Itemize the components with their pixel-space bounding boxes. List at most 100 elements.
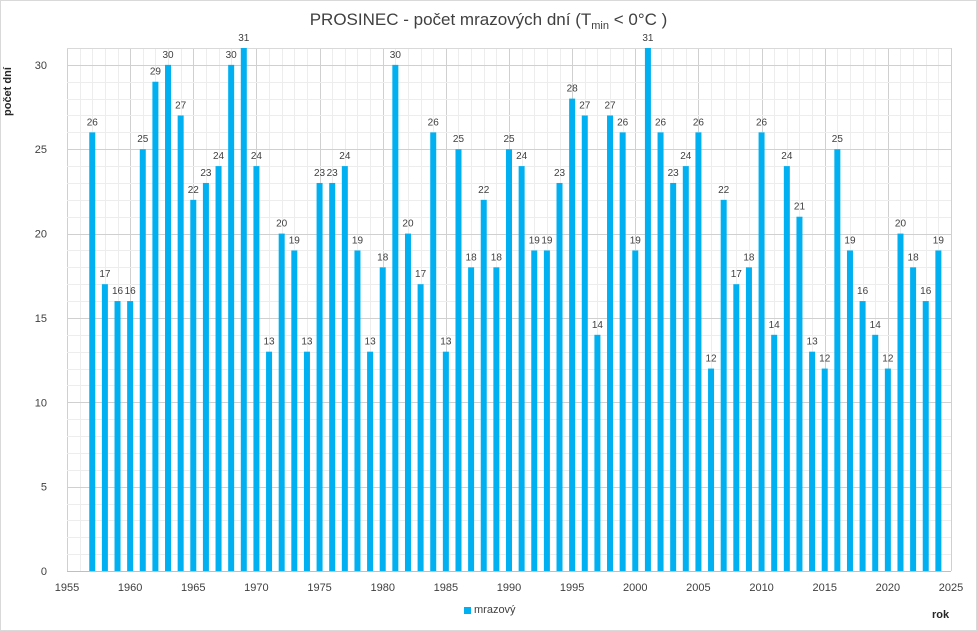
bar xyxy=(581,115,588,571)
bar xyxy=(139,149,146,571)
data-label: 26 xyxy=(87,117,99,128)
x-tick-label: 1975 xyxy=(307,582,331,594)
data-label: 24 xyxy=(516,151,528,162)
legend-swatch xyxy=(464,606,471,614)
x-tick-label: 2000 xyxy=(623,582,647,594)
data-label: 23 xyxy=(554,168,566,179)
y-tick-label: 0 xyxy=(41,566,47,578)
bar xyxy=(922,301,929,571)
data-label: 29 xyxy=(150,67,162,78)
bar xyxy=(354,250,361,572)
bar xyxy=(114,301,121,571)
y-tick-label: 30 xyxy=(35,60,47,72)
data-label: 24 xyxy=(339,151,351,162)
bar xyxy=(266,351,273,571)
x-tick-label: 2005 xyxy=(686,582,710,594)
data-label: 14 xyxy=(592,320,604,331)
data-label: 12 xyxy=(819,354,831,365)
data-label: 25 xyxy=(503,134,515,145)
data-label: 24 xyxy=(781,151,793,162)
bar xyxy=(316,182,323,571)
y-tick-label: 15 xyxy=(35,313,47,325)
data-label: 23 xyxy=(314,168,326,179)
data-label: 13 xyxy=(365,337,377,348)
bar xyxy=(341,166,348,571)
data-label: 27 xyxy=(579,100,591,111)
data-label: 16 xyxy=(125,286,137,297)
bar xyxy=(468,267,475,571)
bar xyxy=(733,284,740,571)
bar xyxy=(215,166,222,571)
data-label: 24 xyxy=(680,151,692,162)
data-label: 26 xyxy=(655,117,667,128)
bar xyxy=(455,149,462,571)
data-label: 27 xyxy=(175,100,187,111)
data-label: 26 xyxy=(756,117,768,128)
data-label: 19 xyxy=(844,235,856,246)
x-tick-label: 1980 xyxy=(370,582,394,594)
bar xyxy=(783,166,790,571)
bar xyxy=(506,149,512,571)
bar xyxy=(884,368,891,571)
bar xyxy=(89,132,96,571)
bar xyxy=(720,199,727,571)
data-label: 23 xyxy=(200,168,212,179)
bar xyxy=(632,250,639,572)
bar xyxy=(101,284,108,571)
data-label: 30 xyxy=(226,50,238,61)
legend-label: mrazový xyxy=(474,604,516,616)
bar xyxy=(430,132,437,571)
bar xyxy=(682,166,689,571)
bar xyxy=(821,368,828,571)
data-label: 30 xyxy=(390,50,402,61)
data-label: 19 xyxy=(352,235,364,246)
data-label: 26 xyxy=(693,117,705,128)
data-label: 27 xyxy=(604,100,616,111)
data-label: 22 xyxy=(188,185,200,196)
y-tick-label: 10 xyxy=(35,397,47,409)
data-label: 18 xyxy=(466,252,478,263)
x-tick-label: 1985 xyxy=(434,582,458,594)
data-label: 17 xyxy=(415,269,427,280)
bar xyxy=(152,81,159,571)
bar xyxy=(442,351,449,571)
data-label: 13 xyxy=(807,337,819,348)
data-label: 16 xyxy=(857,286,869,297)
bar xyxy=(657,132,664,571)
bar xyxy=(935,250,942,572)
data-label: 23 xyxy=(327,168,339,179)
data-label: 19 xyxy=(933,235,945,246)
x-tick-label: 2010 xyxy=(749,582,773,594)
x-tick-label: 1965 xyxy=(181,582,205,594)
bar xyxy=(127,301,134,571)
x-tick-label: 2025 xyxy=(939,582,963,594)
data-label: 13 xyxy=(263,337,275,348)
data-label: 17 xyxy=(731,269,743,280)
data-label: 20 xyxy=(895,219,907,230)
bar xyxy=(417,284,424,571)
bar xyxy=(846,250,853,572)
data-label: 19 xyxy=(630,235,642,246)
data-label: 31 xyxy=(238,33,250,44)
data-label: 19 xyxy=(289,235,301,246)
bar xyxy=(897,233,904,572)
data-label: 18 xyxy=(377,252,389,263)
bar xyxy=(367,351,374,571)
x-tick-label: 2015 xyxy=(812,582,836,594)
bar xyxy=(392,64,399,571)
bar xyxy=(329,182,336,571)
data-label: 18 xyxy=(743,252,755,263)
bar xyxy=(695,132,702,571)
bar xyxy=(240,48,247,571)
data-label: 18 xyxy=(908,252,920,263)
x-tick-label: 1970 xyxy=(244,582,268,594)
legend: mrazový xyxy=(464,604,516,616)
x-tick-label: 1960 xyxy=(118,582,142,594)
chart-title: PROSINEC - počet mrazových dní (Tmin < 0… xyxy=(309,10,668,32)
bar xyxy=(253,166,260,571)
data-label: 30 xyxy=(162,50,174,61)
y-tick-label: 5 xyxy=(41,482,47,494)
data-label: 25 xyxy=(137,134,149,145)
bar xyxy=(670,182,677,571)
